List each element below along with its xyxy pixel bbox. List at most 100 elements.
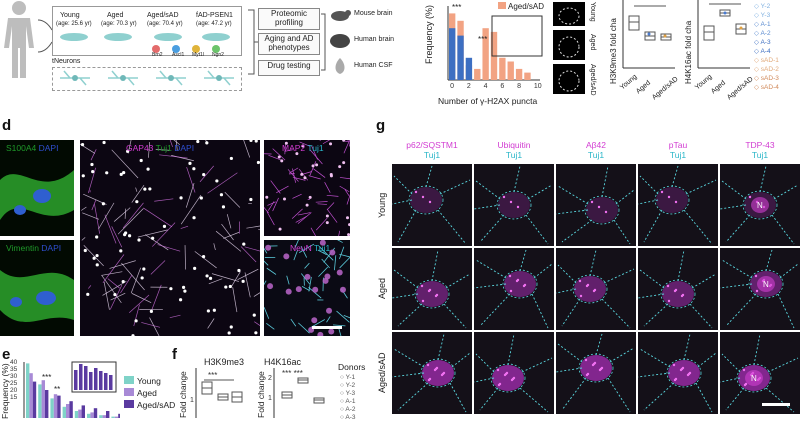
e-annot-2: ** <box>54 385 60 394</box>
d-label-neun: NeuN Tuj1 <box>290 243 330 253</box>
e-bar-1-7 <box>115 417 118 418</box>
g-puncta <box>587 373 589 375</box>
panel-f-letter: f <box>172 346 177 363</box>
g-puncta <box>513 377 515 379</box>
g-puncta <box>421 285 423 287</box>
e-tick-15: 15 <box>10 394 18 401</box>
f-h4k16-tick-1: 1 <box>268 395 272 402</box>
g-puncta <box>429 201 431 203</box>
g-scale-bar <box>762 403 790 406</box>
c-inset-box <box>492 16 542 56</box>
c-bar-9 <box>524 73 530 80</box>
g-header-marker: Ubiquitin <box>474 140 554 150</box>
g-puncta <box>668 196 670 198</box>
g-puncta <box>443 372 445 374</box>
group-fad: fAD-PSEN1 <box>196 12 233 19</box>
e-bar-2-2 <box>57 396 60 418</box>
f-donor-a-1: ○ A-1 <box>340 398 380 406</box>
g-puncta <box>579 280 581 282</box>
e-bar-2-7 <box>118 414 120 418</box>
g-puncta <box>415 191 417 193</box>
c-annot-1: *** <box>452 3 461 12</box>
e-bar-0-1 <box>38 384 41 418</box>
group-aged-sad: Aged/sAD <box>147 12 179 19</box>
h4k16-legend-y-3: ◇ Y-3 <box>754 11 800 20</box>
e-bar-0-4 <box>75 411 78 418</box>
age-young: (age: 25.6 yr) <box>56 21 92 27</box>
e-tick-40: 40 <box>10 359 18 366</box>
f-donor-y-1: ○ Y-1 <box>340 374 380 382</box>
g-cell-2-1 <box>474 332 554 414</box>
g-nucleus-label: N <box>751 374 757 383</box>
g-soma <box>504 271 536 297</box>
g-cell-2-3 <box>638 332 718 414</box>
g-cell-0-0 <box>392 164 472 246</box>
g-soma <box>574 276 606 302</box>
g-soma <box>662 281 694 307</box>
e-inset-bar-1 <box>79 364 83 390</box>
c-tick-6: 6 <box>500 83 504 88</box>
e-bar-0-7 <box>111 417 114 418</box>
g-puncta <box>422 300 424 302</box>
e-bar-1-0 <box>29 373 32 418</box>
c-row-young: Young <box>589 2 596 22</box>
e-inset-bar-3 <box>89 372 93 390</box>
e-bar-0-0 <box>26 363 29 418</box>
val-csf: Human CSF <box>354 62 393 69</box>
f-donors-title: Donors <box>338 362 365 372</box>
g-header-marker: p62/SQSTM1 <box>392 140 472 150</box>
g-soma <box>586 197 618 223</box>
e-legend-swatch <box>124 388 134 396</box>
g-puncta <box>510 290 512 292</box>
h4k16-legend: ◇ Y-2◇ Y-3◇ A-1◇ A-2◇ A-3◇ A-4◇ sAD-1◇ s… <box>754 2 800 92</box>
c-bar-8 <box>516 69 522 80</box>
c-row-sad: Aged/sAD <box>589 64 596 96</box>
h4k16-legend-sad-1: ◇ sAD-1 <box>754 56 800 65</box>
h4k16-ylabel: H4K16ac fold cha <box>684 21 693 84</box>
g-row-label-0: Young <box>377 192 387 217</box>
c-bar-3 <box>474 69 480 80</box>
g-nucleus-label: N <box>757 201 763 210</box>
g-puncta <box>594 362 596 364</box>
f-donor-a-3: ○ A-3 <box>340 414 380 422</box>
g-puncta <box>749 196 751 198</box>
f-h4k16-title: H4K16ac <box>264 357 301 367</box>
g-soma <box>498 192 530 218</box>
g-puncta <box>667 285 669 287</box>
step-proteomic: Proteomic profiling <box>258 8 320 30</box>
g-header-co: Tuj1 <box>638 150 718 160</box>
g-soma <box>410 187 442 213</box>
e-bar-2-0 <box>33 382 36 418</box>
e-bar-2-3 <box>69 401 72 418</box>
c-bar-young-0 <box>449 28 455 80</box>
panel-h4k16-top: H4K16ac fold cha Young Aged Aged/sAD ◇ Y… <box>680 0 800 108</box>
csf-icon <box>330 56 350 76</box>
g-puncta <box>580 295 582 297</box>
c-bar-7 <box>508 62 514 81</box>
e-bar-0-6 <box>99 415 102 418</box>
e-bar-2-5 <box>94 408 97 418</box>
g-puncta <box>510 201 512 203</box>
e-legend-label: Aged/sAD <box>137 400 175 410</box>
g-cell-2-0 <box>392 332 472 414</box>
h4k16-legend-sad-4: ◇ sAD-4 <box>754 83 800 92</box>
e-bar-1-4 <box>78 410 81 418</box>
human-figure-icon <box>2 0 36 80</box>
e-legend-label: Aged <box>137 388 157 398</box>
h3k9-cat-aged: Aged <box>635 79 652 95</box>
e-bar-1-2 <box>54 394 57 418</box>
tneurons-label: tNeurons <box>52 58 80 65</box>
g-puncta <box>591 201 593 203</box>
c-tick-0: 0 <box>450 83 454 88</box>
h4k16-cat-sad: Aged/sAD <box>726 76 755 102</box>
c-bar-young-2 <box>466 58 472 80</box>
c-tick-8: 8 <box>517 83 521 88</box>
c-tick-4: 4 <box>484 83 488 88</box>
g-puncta <box>436 367 438 369</box>
e-bar-2-6 <box>106 411 109 418</box>
d-label-gap43: GAP43 Tuj1 DAPI <box>126 143 194 153</box>
